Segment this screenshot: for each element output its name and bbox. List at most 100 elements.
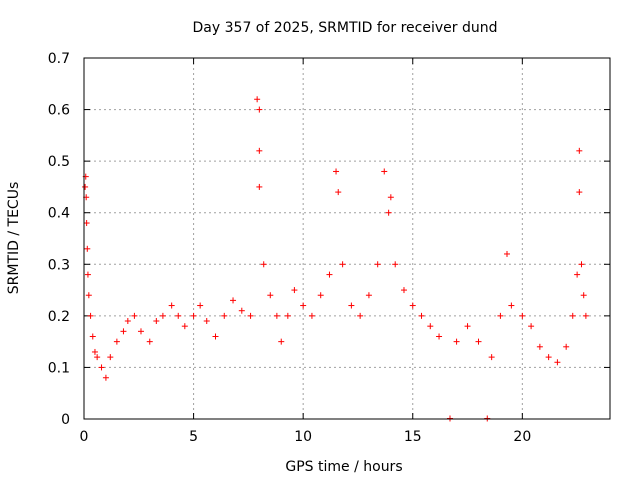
data-point (508, 302, 515, 309)
data-point (574, 271, 581, 278)
data-point (159, 312, 166, 319)
x-tick-label: 5 (189, 429, 198, 445)
data-point (576, 147, 583, 154)
x-axis-label: GPS time / hours (285, 459, 402, 475)
data-point (582, 312, 589, 319)
x-tick-label: 15 (404, 429, 422, 445)
data-point (400, 287, 407, 294)
data-point (488, 354, 495, 361)
data-point (436, 333, 443, 340)
y-axis-label: SRMTID / TECUs (6, 182, 22, 295)
x-tick-label: 10 (294, 429, 312, 445)
data-point (300, 302, 307, 309)
data-point (291, 287, 298, 294)
data-point (357, 312, 364, 319)
y-tick-label: 0.6 (48, 103, 70, 119)
data-point (82, 183, 89, 190)
data-point (120, 328, 127, 335)
data-point (365, 292, 372, 299)
axis-ticks: 0 0.1 0.2 0.3 0.4 0.5 0.6 0.7 0 5 10 15 20 (48, 51, 610, 445)
data-point (576, 189, 583, 196)
data-point (131, 312, 138, 319)
data-point (203, 318, 210, 325)
y-tick-label: 0.7 (48, 51, 70, 67)
data-point (124, 318, 131, 325)
data-point (519, 312, 526, 319)
plot-frame (83, 57, 611, 420)
data-point (256, 106, 263, 113)
grid (84, 58, 610, 419)
data-point (278, 338, 285, 345)
data-point (230, 297, 237, 304)
data-point (84, 271, 91, 278)
data-point (464, 323, 471, 330)
data-point (308, 312, 315, 319)
data-point (453, 338, 460, 345)
data-point (475, 338, 482, 345)
y-tick-label: 0.1 (48, 360, 70, 376)
data-point (348, 302, 355, 309)
data-point (392, 261, 399, 268)
y-tick-label: 0.5 (48, 154, 70, 170)
data-point (497, 312, 504, 319)
data-point (333, 168, 340, 175)
data-point (91, 348, 98, 355)
data-point (181, 323, 188, 330)
data-point (387, 194, 394, 201)
x-tick-label: 0 (80, 429, 89, 445)
data-point (94, 354, 101, 361)
data-point (113, 338, 120, 345)
data-point (326, 271, 333, 278)
y-tick-label: 0.4 (48, 206, 70, 222)
data-point (409, 302, 416, 309)
data-point (107, 354, 114, 361)
data-point (238, 307, 245, 314)
data-point (87, 312, 94, 319)
data-point (98, 364, 105, 371)
data-point (580, 292, 587, 299)
data-point (197, 302, 204, 309)
data-point (254, 96, 261, 103)
data-point (563, 343, 570, 350)
data-point (554, 359, 561, 366)
data-point (175, 312, 182, 319)
data-point (484, 415, 491, 422)
data-point (273, 312, 280, 319)
data-point (335, 189, 342, 196)
data-point (339, 261, 346, 268)
data-point (578, 261, 585, 268)
data-point (528, 323, 535, 330)
data-point (256, 183, 263, 190)
data-point (374, 261, 381, 268)
data-point (85, 292, 92, 299)
data-point (447, 415, 454, 422)
x-tick-label: 20 (513, 429, 531, 445)
data-point (385, 209, 392, 216)
data-point (83, 220, 90, 227)
data-point (536, 343, 543, 350)
data-point (190, 312, 197, 319)
data-point (381, 168, 388, 175)
data-point (427, 323, 434, 330)
data-point (317, 292, 324, 299)
chart-title: Day 357 of 2025, SRMTID for receiver dun… (193, 20, 498, 36)
data-point (212, 333, 219, 340)
data-point (545, 354, 552, 361)
data-point (221, 312, 228, 319)
data-point (168, 302, 175, 309)
y-tick-label: 0.3 (48, 257, 70, 273)
data-point (267, 292, 274, 299)
data-point (284, 312, 291, 319)
y-tick-label: 0.2 (48, 309, 70, 325)
data-point (418, 312, 425, 319)
data-point (256, 147, 263, 154)
data-point (569, 312, 576, 319)
data-points (82, 96, 589, 422)
data-point (153, 318, 160, 325)
data-point (89, 333, 96, 340)
y-tick-label: 0 (61, 412, 70, 428)
data-point (503, 250, 510, 257)
data-point (102, 374, 109, 381)
data-point (84, 245, 91, 252)
